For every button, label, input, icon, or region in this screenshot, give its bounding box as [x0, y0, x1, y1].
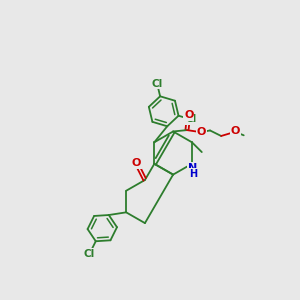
Text: O: O — [197, 128, 206, 137]
Text: O: O — [132, 158, 141, 168]
Text: Cl: Cl — [84, 249, 95, 259]
Text: N: N — [188, 163, 197, 173]
Text: Cl: Cl — [152, 79, 163, 88]
Text: Cl: Cl — [185, 115, 197, 124]
Text: O: O — [231, 126, 240, 136]
Text: O: O — [184, 110, 194, 120]
Text: H: H — [189, 169, 197, 179]
